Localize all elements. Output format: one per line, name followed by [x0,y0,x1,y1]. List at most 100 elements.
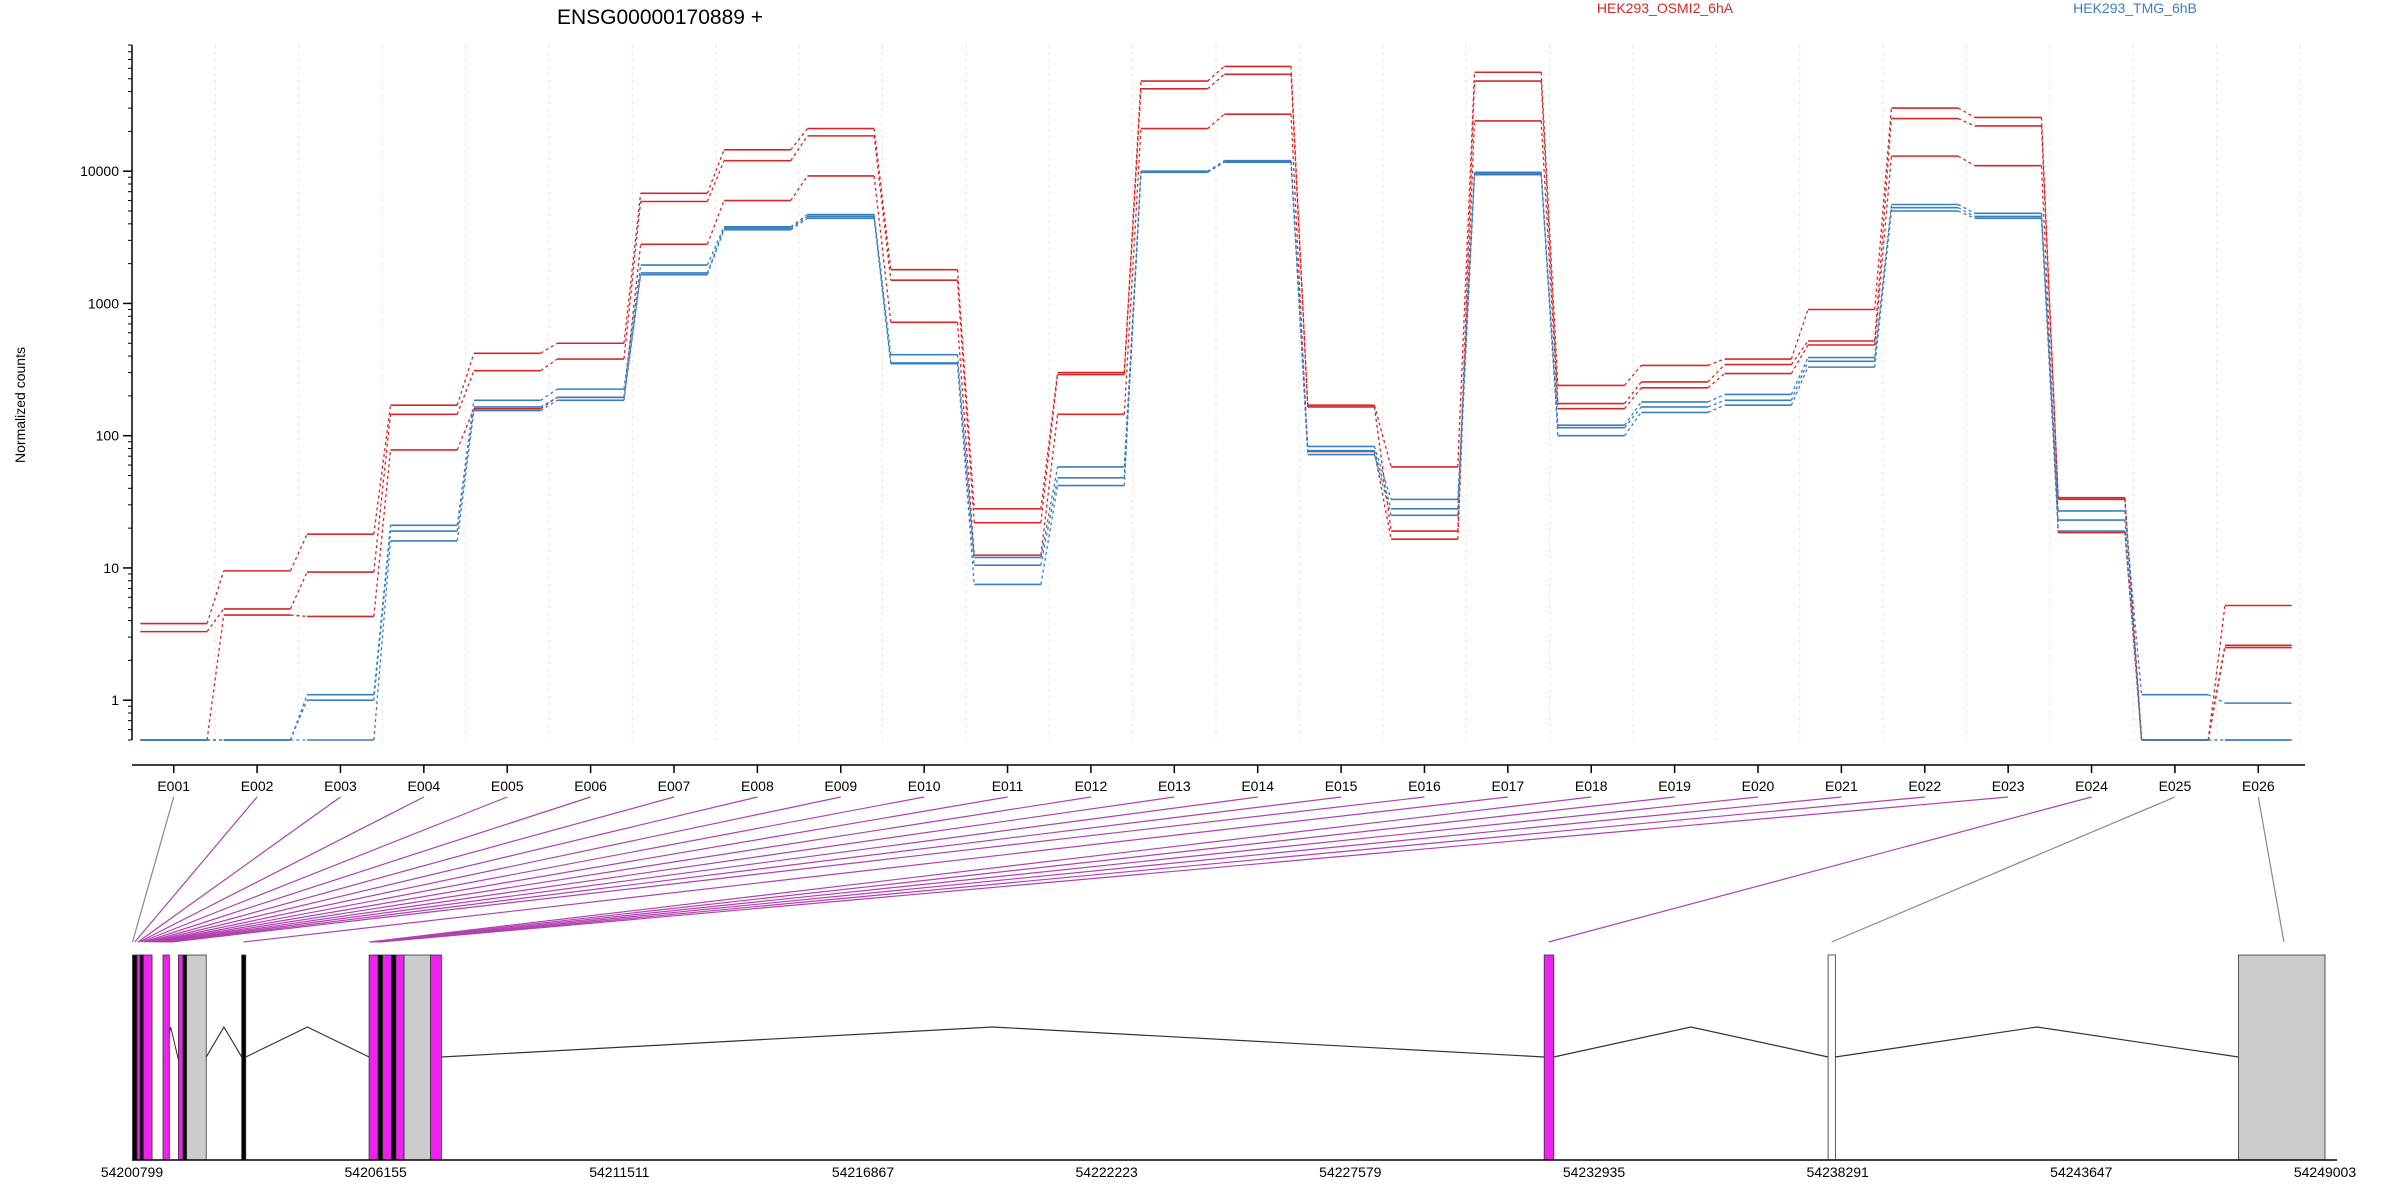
x-tick-label: E002 [241,778,274,794]
series-connector [1624,364,1642,386]
series-connector [373,531,392,701]
x-tick-label: E024 [2075,778,2108,794]
series-connector [1707,399,1725,408]
exon-link-line [160,796,1092,943]
grid-lines [214,45,2301,740]
exon-link-line [134,796,258,943]
exon-block [1827,954,1836,1161]
intron-line [245,1026,370,1058]
series-connector [2040,125,2059,500]
exon-link-line [378,796,1925,943]
x-tick-label: E005 [491,778,524,794]
series-connector [1040,477,1059,566]
coordinate-label: 54227579 [1319,1164,1382,1180]
y-tick-label: 10000 [80,163,119,179]
coordinate-label: 54216867 [832,1164,895,1180]
series-connector [289,571,308,610]
series-connector [2124,531,2143,741]
series-connector [1290,114,1309,452]
x-tick-label: E003 [324,778,357,794]
series-connector [706,160,725,202]
x-tick-label: E018 [1575,778,1608,794]
x-tick-label: E021 [1825,778,1858,794]
series-connector [623,201,642,360]
series-connector [1207,73,1225,90]
x-tick-label: E001 [157,778,190,794]
y-axis: 1 10 100 1000 10000 [80,44,133,741]
series-connector [1457,174,1476,516]
exon-block [132,954,138,1161]
gene-model [132,954,2326,1161]
exon-block [178,954,184,1161]
series-connector [1707,373,1726,389]
chart-title: ENSG00000170889 + [557,6,763,29]
series-connector [1624,387,1642,410]
exon-link-line [368,796,1592,943]
series-connector [956,269,975,509]
exon-link-line [162,796,1175,943]
exon-link-line [168,796,1342,943]
exon-link-line [373,796,1759,943]
series-connector [1790,361,1809,401]
exon-link-line [131,796,175,943]
series-connector [1790,357,1809,395]
series-connector [706,228,725,274]
series-connector [1373,450,1392,509]
x-tick-label: E008 [741,778,774,794]
intron-line [441,1026,1545,1058]
series-connector [873,135,892,281]
series-connector [456,370,475,415]
exon-link-line [371,796,1675,943]
exon-link-line [243,796,1508,943]
series-connector [2207,647,2226,741]
series-connector [1457,120,1476,540]
series-connector [1624,381,1642,404]
series-connector [1207,113,1225,130]
series-connector [1207,65,1225,82]
exon-block [382,954,392,1161]
series-connector [1290,74,1309,407]
x-tick-label: E012 [1075,778,1108,794]
series-connector [1874,156,1893,346]
series-connector [206,608,225,633]
exon-link-line [139,796,425,943]
exon-block [241,954,247,1161]
exon-block [182,954,188,1161]
exon-link-line [143,796,591,943]
exon-block [162,954,170,1161]
intron-line [1553,1026,1829,1058]
series-connector [790,175,808,201]
exon-link-line [146,796,675,943]
exon-block [395,954,405,1161]
x-tick-label: E009 [824,778,857,794]
x-tick-label: E010 [908,778,941,794]
series-connector [623,193,642,344]
x-tick-label: E026 [2242,778,2275,794]
legend-entry-tmg: HEK293_TMG_6hB [2073,0,2197,16]
series-connector [956,354,975,558]
series-connector [956,280,975,523]
series-osmi-1 [140,65,2292,741]
x-tick-label: E011 [992,778,1024,794]
exon-link-line [380,796,2009,943]
exon-link-line [2257,796,2285,943]
series-connector [1624,406,1642,429]
coordinate-label: 54243647 [2050,1164,2113,1180]
series-connector [1540,172,1559,426]
exon-block [377,954,384,1161]
x-axis: E001 E002 E003 E004 E005 E006 E007 E008 E009 E010… [132,764,2305,794]
series-connector [706,200,725,245]
exon-link-line [1831,796,2176,943]
series-connector [790,135,808,162]
x-tick-label: E015 [1325,778,1358,794]
series-connector [2124,520,2143,741]
series-connector [1373,405,1392,468]
series-connector [1874,108,1893,310]
exon-block [186,954,207,1161]
series-connector [1373,406,1392,532]
x-tick-label: E025 [2159,778,2192,794]
x-tick-label: E019 [1658,778,1691,794]
series-connector [1040,485,1059,585]
series-connector [623,265,642,390]
series-connector [1790,366,1809,406]
